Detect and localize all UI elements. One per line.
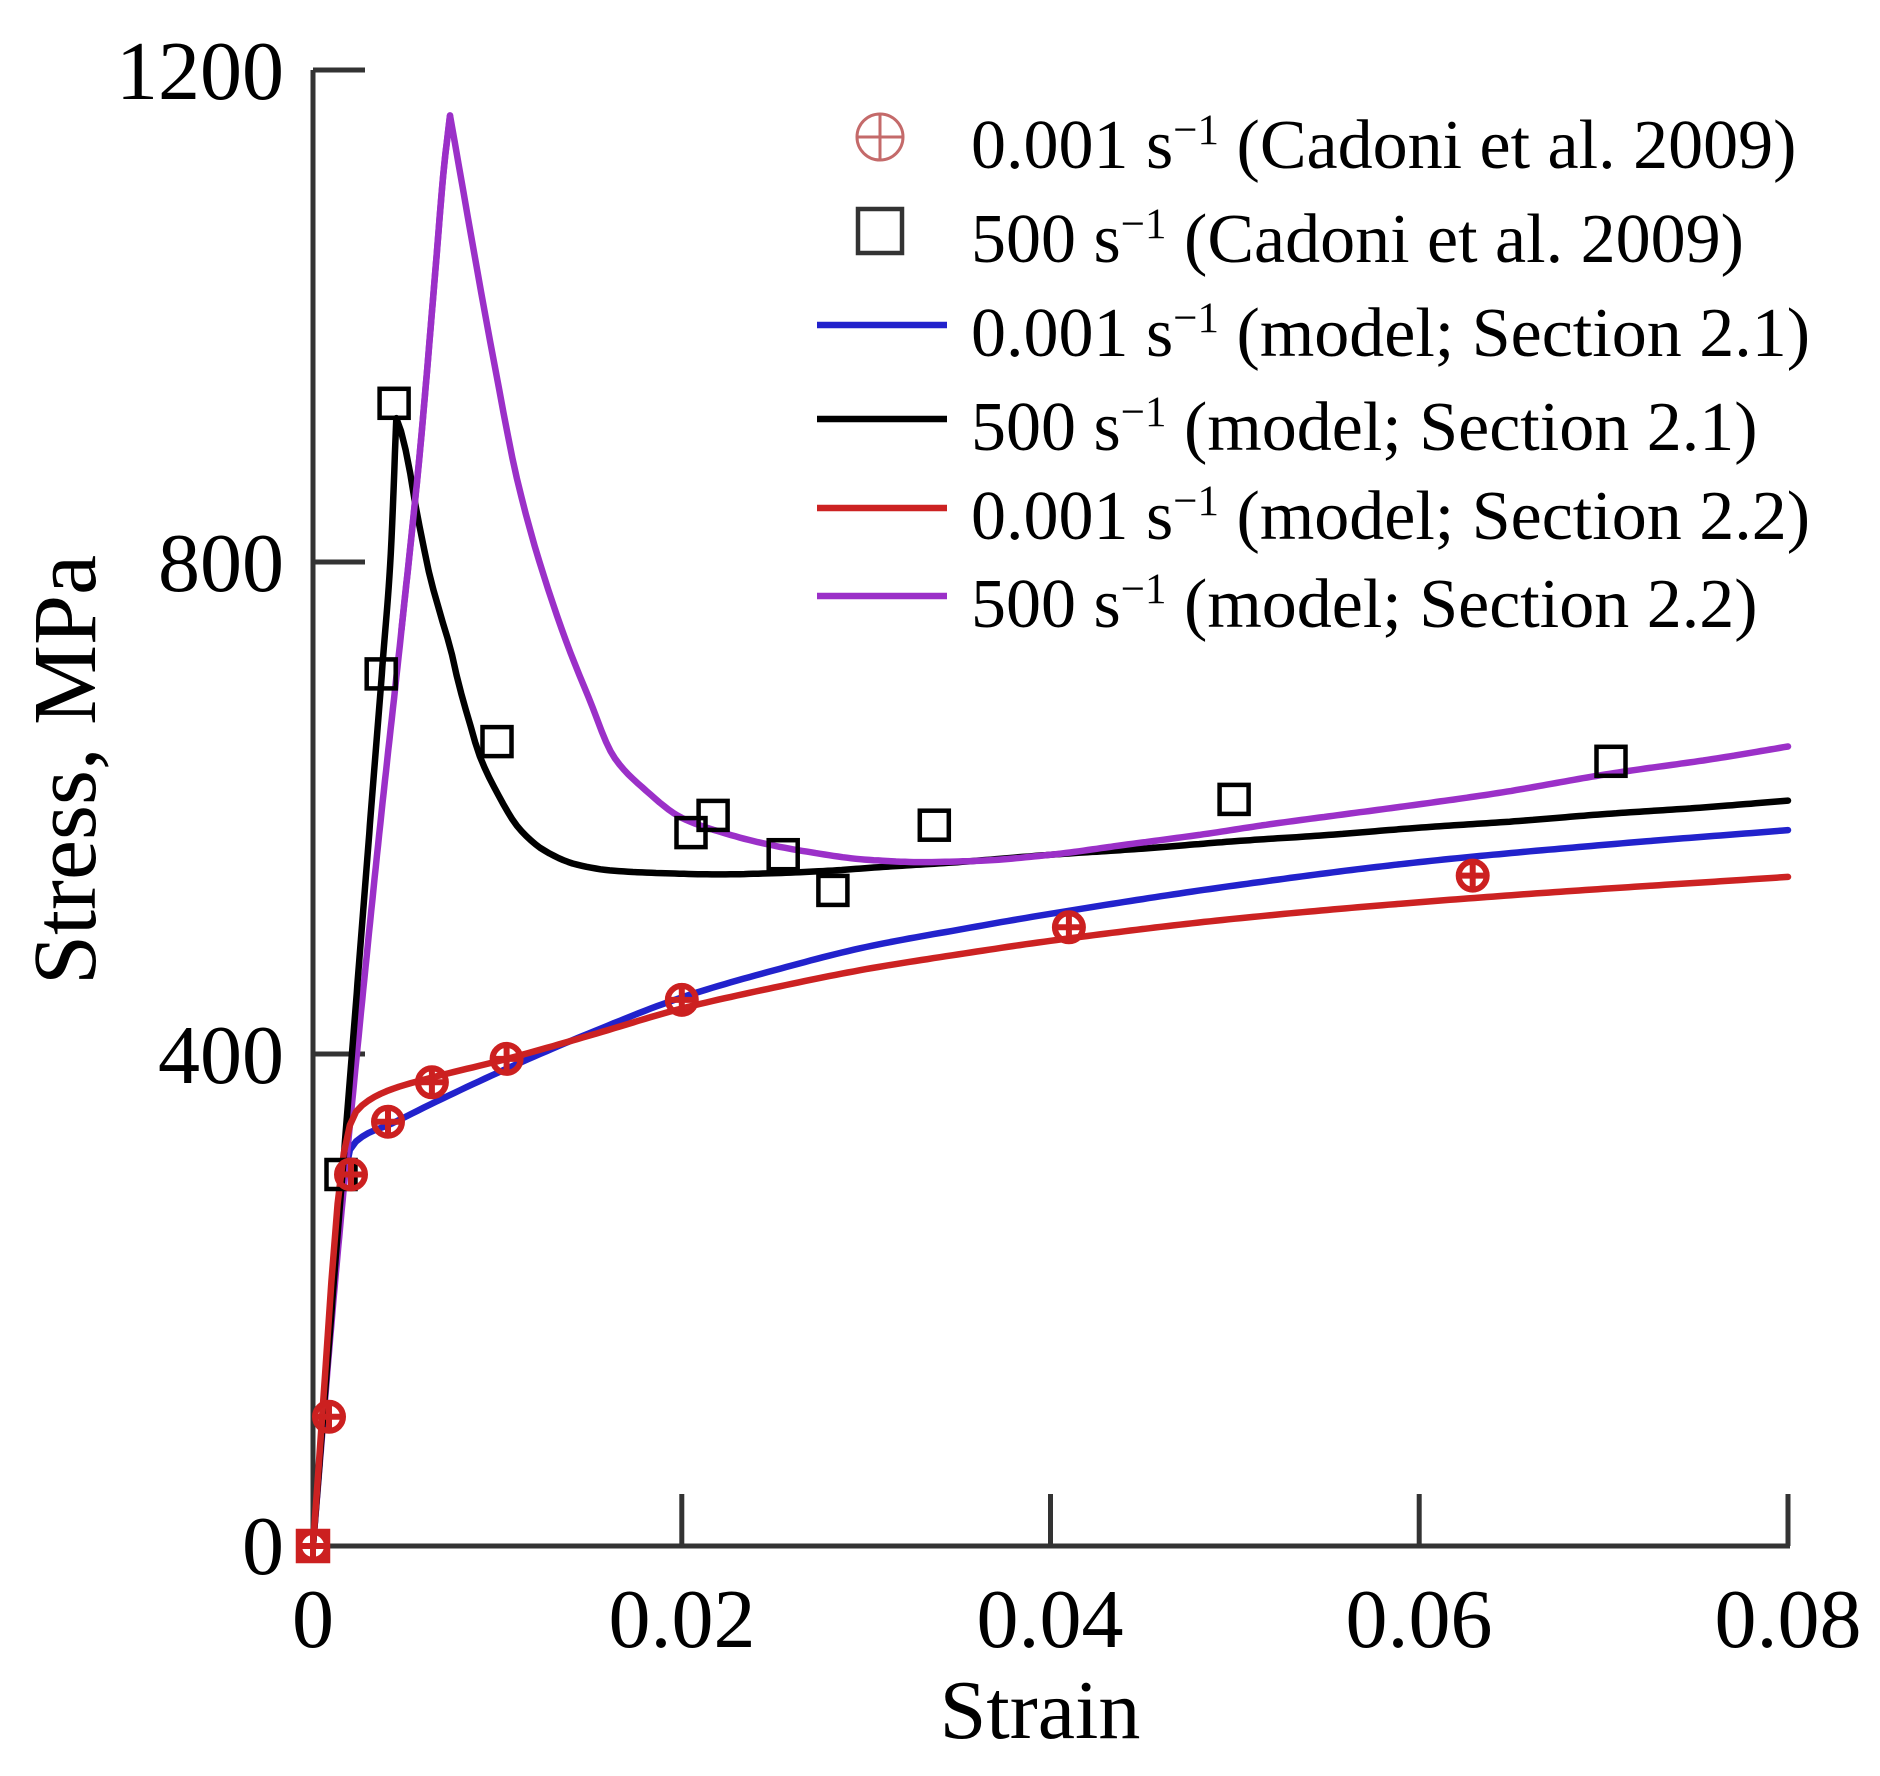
svg-text:0.08: 0.08 bbox=[1715, 1573, 1862, 1666]
svg-text:0.001 s−1 (Cadoni et al. 2009): 0.001 s−1 (Cadoni et al. 2009) bbox=[971, 107, 1796, 184]
svg-text:Stress, MPa: Stress, MPa bbox=[16, 555, 115, 985]
svg-text:0.06: 0.06 bbox=[1346, 1573, 1493, 1666]
svg-text:400: 400 bbox=[158, 1009, 284, 1102]
svg-text:0: 0 bbox=[242, 1500, 284, 1593]
svg-text:0.04: 0.04 bbox=[977, 1573, 1124, 1666]
svg-text:0.001 s−1 (model; Section 2.2): 0.001 s−1 (model; Section 2.2) bbox=[971, 478, 1810, 555]
svg-text:500 s−1 (Cadoni et al. 2009): 500 s−1 (Cadoni et al. 2009) bbox=[971, 201, 1744, 278]
svg-text:0: 0 bbox=[292, 1573, 334, 1666]
svg-text:1200: 1200 bbox=[116, 25, 284, 118]
svg-text:0.001 s−1 (model; Section 2.1): 0.001 s−1 (model; Section 2.1) bbox=[971, 295, 1810, 372]
svg-text:0.02: 0.02 bbox=[609, 1573, 756, 1666]
svg-text:800: 800 bbox=[158, 517, 284, 610]
svg-text:500 s−1 (model; Section 2.2): 500 s−1 (model; Section 2.2) bbox=[971, 566, 1758, 643]
svg-text:500 s−1 (model; Section 2.1): 500 s−1 (model; Section 2.1) bbox=[971, 389, 1758, 466]
svg-text:Strain: Strain bbox=[940, 1664, 1141, 1757]
